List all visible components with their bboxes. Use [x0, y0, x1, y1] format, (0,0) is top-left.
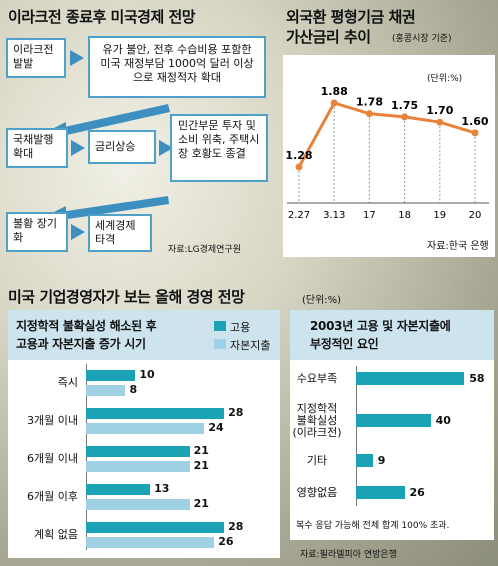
timing-value-label: 26 — [218, 535, 234, 548]
timing-value-label: 10 — [139, 368, 155, 381]
timing-category-label: 3개월 이내 — [27, 414, 78, 427]
data-label: 1.60 — [461, 115, 488, 128]
flow-title: 이라크전 종료후 미국경제 전망 — [8, 8, 196, 26]
timing-category-label: 계획 없음 — [34, 528, 78, 541]
data-point — [471, 129, 479, 137]
factor-bar — [356, 486, 405, 499]
flow-box-bond: 국채발행 확대 — [6, 128, 68, 168]
factor-bar — [356, 454, 373, 467]
timing-bar-employment — [86, 484, 151, 495]
factor-title-line1: 2003년 고용 및 자본지출에 — [310, 319, 451, 333]
data-point — [295, 163, 303, 171]
flow-arrow-4 — [159, 140, 173, 156]
factor-category-label: 수요부족 — [296, 371, 338, 385]
flow-arrow-6 — [71, 224, 85, 240]
flow-box-fiscal: 유가 불안, 전후 수습비용 포함한 미국 재정부담 1000억 달러 이상으로… — [88, 36, 266, 98]
bond-title-line2: 가산금리 추이 — [286, 28, 371, 46]
flow-box-rate: 금리상승 — [88, 130, 156, 164]
flow-arrow-2 — [60, 104, 170, 136]
data-point — [330, 99, 338, 107]
timing-value-label: 28 — [228, 520, 244, 533]
legend-label-employment: 고용 — [230, 321, 251, 334]
data-label: 1.70 — [426, 104, 453, 117]
x-tick-label: 19 — [433, 210, 446, 221]
factor-header: 2003년 고용 및 자본지출에 부정적인 요인 — [290, 310, 494, 360]
data-label: 1.78 — [356, 96, 383, 109]
factor-value-label: 40 — [435, 414, 451, 427]
factor-bar — [356, 372, 465, 385]
bond-title-line1: 외국환 평형기금 채권 — [286, 8, 416, 26]
legend-label-capex: 자본지출 — [230, 339, 271, 352]
timing-header: 지정학적 불확실성 해소된 후 고용과 자본지출 증가 시기 고용 자본지출 — [8, 310, 280, 360]
data-point — [401, 113, 409, 121]
timing-bar-capex — [86, 499, 190, 510]
survey-title: 미국 기업경영자가 보는 올해 경영 전망 — [8, 288, 245, 306]
factor-bar — [356, 414, 431, 427]
timing-bar-employment — [86, 522, 225, 533]
factor-title-line2: 부정적인 요인 — [310, 337, 379, 351]
timing-value-label: 21 — [193, 444, 209, 457]
bond-title-note: (홍콩시장 기준) — [392, 34, 452, 44]
timing-category-label: 6개월 이후 — [27, 490, 78, 503]
factor-value-label: 9 — [377, 454, 386, 467]
timing-category-label: 즉시 — [57, 376, 78, 389]
bond-unit: (단위:%) — [427, 74, 463, 84]
timing-bar-employment — [86, 408, 225, 419]
bond-line-chart: 1.28 2.27 1.88 3.13 1.78 17 1.75 18 1.70 19 1.60 20 — [285, 85, 489, 221]
factor-axis — [356, 366, 357, 506]
timing-bar-employment — [86, 370, 136, 381]
bond-source: 자료:한국 은행 — [427, 241, 489, 252]
legend-swatch-employment — [214, 321, 226, 331]
factor-note: 복수 응답 가능해 전체 합계 100% 초과. — [296, 521, 450, 531]
x-tick-label: 3.13 — [323, 210, 345, 221]
data-point — [365, 110, 373, 118]
flow-box-world: 세계경제 타격 — [88, 214, 152, 252]
flow-arrow-5 — [60, 196, 169, 220]
timing-axis — [86, 364, 87, 550]
flow-arrow-1 — [70, 50, 84, 66]
factor-value-label: 58 — [469, 372, 485, 385]
x-tick-label: 18 — [398, 210, 411, 221]
timing-value-label: 21 — [193, 497, 209, 510]
factor-category-label: 영향없음 — [296, 485, 338, 499]
survey-source: 자료:필라델피아 연방은행 — [300, 550, 397, 560]
x-tick-label: 20 — [469, 210, 482, 221]
timing-bar-capex — [86, 537, 215, 548]
timing-bar-capex — [86, 385, 126, 396]
timing-value-label: 28 — [228, 406, 244, 419]
data-label: 1.75 — [391, 99, 418, 112]
factor-value-label: 26 — [409, 486, 425, 499]
flow-box-private: 민간부문 투자 및 소비 위축, 주택시장 호황도 종결 — [170, 114, 268, 182]
data-label: 1.88 — [321, 85, 348, 98]
series-line — [297, 101, 476, 168]
legend-swatch-capex — [214, 339, 226, 349]
timing-title-line2: 고용과 자본지출 증가 시기 — [16, 337, 146, 351]
timing-bar-capex — [86, 461, 190, 472]
data-label: 1.28 — [285, 149, 312, 162]
timing-value-label: 13 — [154, 482, 170, 495]
x-tick-label: 2.27 — [288, 210, 310, 221]
timing-title-line1: 지정학적 불확실성 해소된 후 — [16, 319, 157, 333]
timing-category-label: 6개월 이내 — [27, 452, 78, 465]
timing-bar-employment — [86, 446, 190, 457]
flow-arrow-3 — [71, 140, 85, 156]
bond-panel: (단위:%) 1.28 2.27 1.88 3.13 1.78 17 1.75 18 1.70 1… — [283, 55, 495, 257]
flow-box-war: 이라크전 발발 — [6, 38, 66, 78]
flow-box-recession: 불황 장기화 — [6, 212, 68, 252]
timing-bar-capex — [86, 423, 205, 434]
x-tick-label: 17 — [363, 210, 376, 221]
timing-value-label: 21 — [193, 459, 209, 472]
factor-category-label: 지정학적 불확실성 (이라크전) — [292, 401, 342, 439]
data-point — [436, 118, 444, 126]
timing-value-label: 8 — [129, 383, 138, 396]
survey-unit: (단위:%) — [302, 295, 342, 306]
timing-value-label: 24 — [208, 421, 224, 434]
flow-source: 자료:LG경제연구원 — [168, 245, 241, 255]
factor-category-label: 기타 — [306, 453, 328, 467]
